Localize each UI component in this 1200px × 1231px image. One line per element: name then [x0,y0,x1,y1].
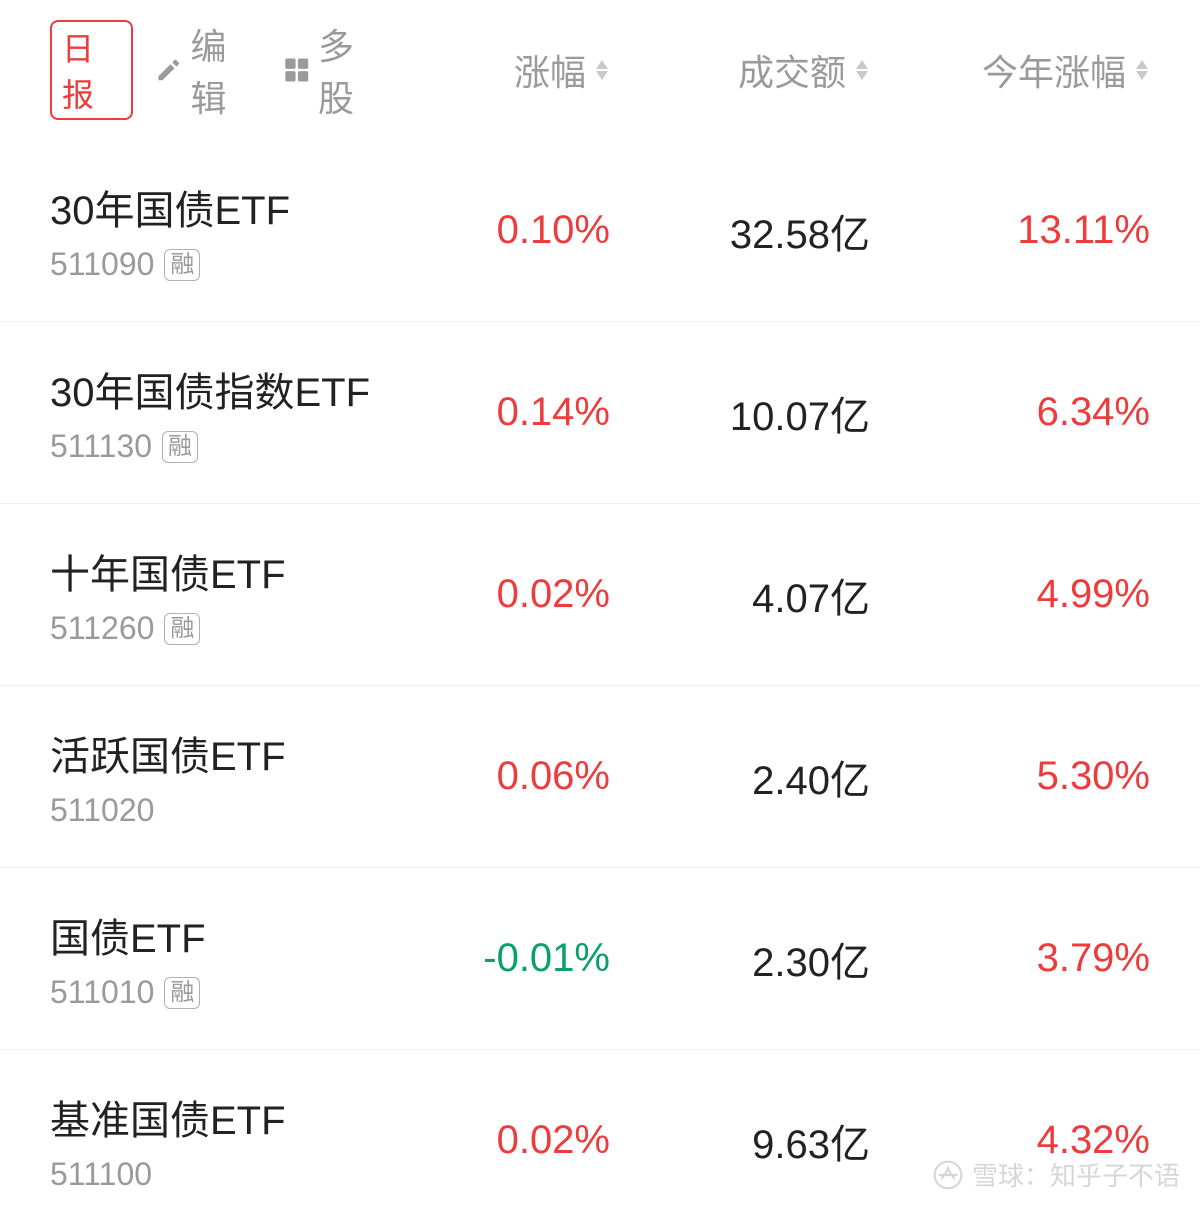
ytd-value: 5.30% [870,754,1150,799]
etf-name: 十年国债ETF [50,542,410,600]
etf-code: 511010 [50,974,154,1011]
volume-value: 4.07亿 [610,566,870,624]
etf-code: 511090 [50,246,154,283]
ytd-value: 13.11% [870,208,1150,253]
etf-name: 国债ETF [50,906,410,964]
ytd-value: 4.32% [870,1118,1150,1163]
name-cell: 30年国债ETF 511090 融 [50,178,410,283]
code-line: 511010 融 [50,974,410,1011]
change-value: 0.10% [410,208,610,253]
sort-icon [1134,60,1150,80]
column-change-label: 涨幅 [514,44,586,96]
multi-stock-label: 多股 [318,18,384,122]
ytd-value: 6.34% [870,390,1150,435]
name-cell: 国债ETF 511010 融 [50,906,410,1011]
column-headers: 涨幅 成交额 今年涨幅 [410,44,1150,96]
sort-icon [854,60,870,80]
header-bar: 日报 编辑 多股 涨幅 成交额 今年涨幅 [0,0,1200,140]
column-ytd-label: 今年涨幅 [982,44,1126,96]
name-cell: 活跃国债ETF 511020 [50,724,410,829]
etf-name: 30年国债指数ETF [50,360,410,418]
daily-report-button[interactable]: 日报 [50,20,133,120]
table-row[interactable]: 30年国债指数ETF 511130 融 0.14%10.07亿6.34% [0,322,1200,504]
margin-badge: 融 [164,977,200,1009]
change-value: -0.01% [410,936,610,981]
name-cell: 30年国债指数ETF 511130 融 [50,360,410,465]
table-row[interactable]: 活跃国债ETF 511020 0.06%2.40亿5.30% [0,686,1200,868]
ytd-value: 4.99% [870,572,1150,617]
etf-code: 511260 [50,610,154,647]
change-value: 0.02% [410,572,610,617]
change-value: 0.02% [410,1118,610,1163]
change-value: 0.06% [410,754,610,799]
table-row[interactable]: 基准国债ETF 511100 0.02%9.63亿4.32% [0,1050,1200,1231]
code-line: 511100 [50,1156,410,1193]
grid-icon [283,55,310,85]
ytd-value: 3.79% [870,936,1150,981]
code-line: 511260 融 [50,610,410,647]
margin-badge: 融 [164,249,200,281]
change-value: 0.14% [410,390,610,435]
pencil-icon [155,55,182,85]
volume-value: 9.63亿 [610,1112,870,1170]
etf-name: 活跃国债ETF [50,724,410,782]
code-line: 511020 [50,792,410,829]
etf-name: 基准国债ETF [50,1088,410,1146]
code-line: 511130 融 [50,428,410,465]
margin-badge: 融 [164,613,200,645]
etf-code: 511020 [50,792,154,829]
volume-value: 10.07亿 [610,384,870,442]
column-header-volume[interactable]: 成交额 [610,44,870,96]
volume-value: 32.58亿 [610,202,870,260]
name-cell: 十年国债ETF 511260 融 [50,542,410,647]
column-volume-label: 成交额 [738,44,846,96]
edit-button[interactable]: 编辑 [155,18,256,122]
etf-code: 511130 [50,428,152,465]
etf-code: 511100 [50,1156,152,1193]
volume-value: 2.40亿 [610,748,870,806]
etf-name: 30年国债ETF [50,178,410,236]
volume-value: 2.30亿 [610,930,870,988]
table-row[interactable]: 30年国债ETF 511090 融 0.10%32.58亿13.11% [0,140,1200,322]
margin-badge: 融 [162,431,198,463]
name-cell: 基准国债ETF 511100 [50,1088,410,1193]
edit-label: 编辑 [191,18,257,122]
multi-stock-button[interactable]: 多股 [283,18,384,122]
column-header-change[interactable]: 涨幅 [410,44,610,96]
column-header-ytd[interactable]: 今年涨幅 [870,44,1150,96]
etf-list: 30年国债ETF 511090 融 0.10%32.58亿13.11% 30年国债指数E… [0,140,1200,1231]
code-line: 511090 融 [50,246,410,283]
table-row[interactable]: 国债ETF 511010 融 -0.01%2.30亿3.79% [0,868,1200,1050]
sort-icon [594,60,610,80]
table-row[interactable]: 十年国债ETF 511260 融 0.02%4.07亿4.99% [0,504,1200,686]
